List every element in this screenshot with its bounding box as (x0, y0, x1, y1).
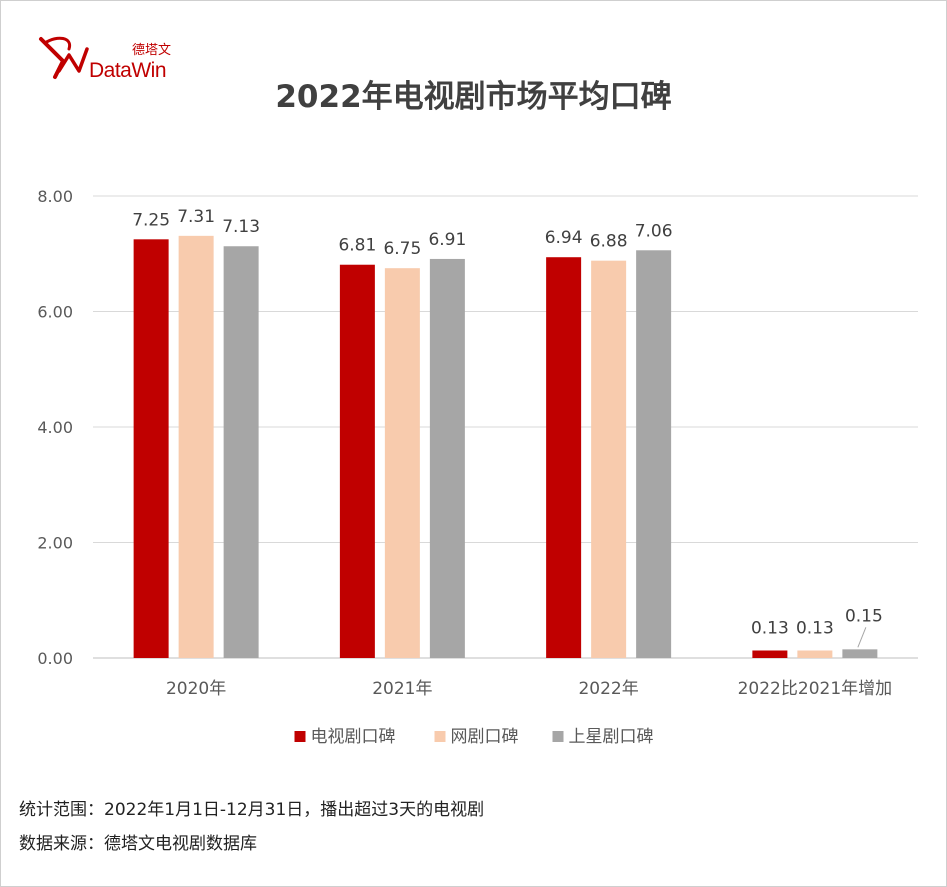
legend-swatch (434, 731, 446, 742)
bar (636, 250, 672, 658)
leader-line (857, 627, 867, 648)
y-tick-label: 0.00 (37, 649, 73, 668)
data-label: 6.81 (338, 236, 376, 256)
chart-title: 2022年电视剧市场平均口碑 (275, 79, 672, 115)
bar (546, 257, 582, 658)
x-category-label: 2021年 (372, 679, 432, 699)
legend-label: 上星剧口碑 (569, 727, 654, 747)
data-label: 7.25 (132, 210, 170, 230)
data-label: 0.15 (845, 606, 883, 626)
data-label: 7.31 (177, 207, 215, 227)
legend-label: 网剧口碑 (451, 727, 519, 747)
bar-chart: 0.00 2.00 4.00 6.00 8.00 7.25 7.31 7.13 2020年 6.8… (37, 187, 918, 747)
bar (591, 260, 627, 658)
data-label: 0.13 (751, 618, 789, 638)
bar (133, 239, 169, 658)
y-tick-label: 4.00 (37, 418, 73, 437)
data-label: 7.13 (222, 217, 260, 237)
data-label: 6.91 (428, 230, 466, 250)
data-label: 6.94 (545, 228, 583, 248)
x-category-label: 2020年 (166, 679, 226, 699)
bar (178, 235, 214, 658)
bar (842, 649, 878, 658)
legend-label: 电视剧口碑 (311, 727, 396, 747)
legend-swatch (552, 731, 564, 742)
y-tick-label: 8.00 (37, 187, 73, 206)
footer-source: 数据来源：德塔文电视剧数据库 (19, 834, 257, 854)
bar (429, 258, 465, 658)
bar (752, 650, 788, 658)
datawin-logo-mark (39, 36, 89, 79)
data-label: 7.06 (635, 221, 673, 241)
bar (339, 264, 375, 658)
y-tick-label: 2.00 (37, 534, 73, 553)
data-label: 6.75 (383, 239, 421, 259)
x-category-label: 2022比2021年增加 (738, 679, 893, 699)
footer-scope: 统计范围：2022年1月1日-12月31日，播出超过3天的电视剧 (19, 800, 485, 820)
data-label: 6.88 (590, 232, 628, 252)
data-label: 0.13 (796, 618, 834, 638)
legend-swatch (294, 731, 306, 742)
bar (384, 268, 420, 658)
bar (223, 246, 259, 658)
brand-name-cn: 德塔文 (132, 43, 172, 58)
brand-name-en: DataWin (89, 59, 167, 82)
bar (797, 650, 833, 658)
y-tick-label: 6.00 (37, 303, 73, 322)
x-category-label: 2022年 (578, 679, 638, 699)
